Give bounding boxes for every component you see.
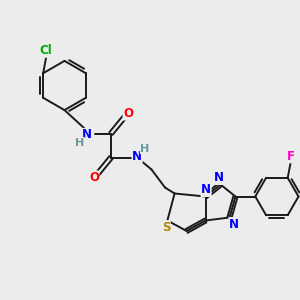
Text: N: N bbox=[214, 171, 224, 184]
Text: O: O bbox=[89, 171, 99, 184]
Text: N: N bbox=[132, 149, 142, 163]
Text: N: N bbox=[229, 218, 239, 231]
Text: N: N bbox=[201, 183, 211, 196]
Text: F: F bbox=[287, 150, 295, 163]
Text: H: H bbox=[75, 137, 84, 148]
Text: S: S bbox=[162, 220, 170, 234]
Text: N: N bbox=[81, 128, 92, 142]
Text: H: H bbox=[140, 143, 149, 154]
Text: O: O bbox=[123, 107, 133, 120]
Text: Cl: Cl bbox=[40, 44, 52, 57]
